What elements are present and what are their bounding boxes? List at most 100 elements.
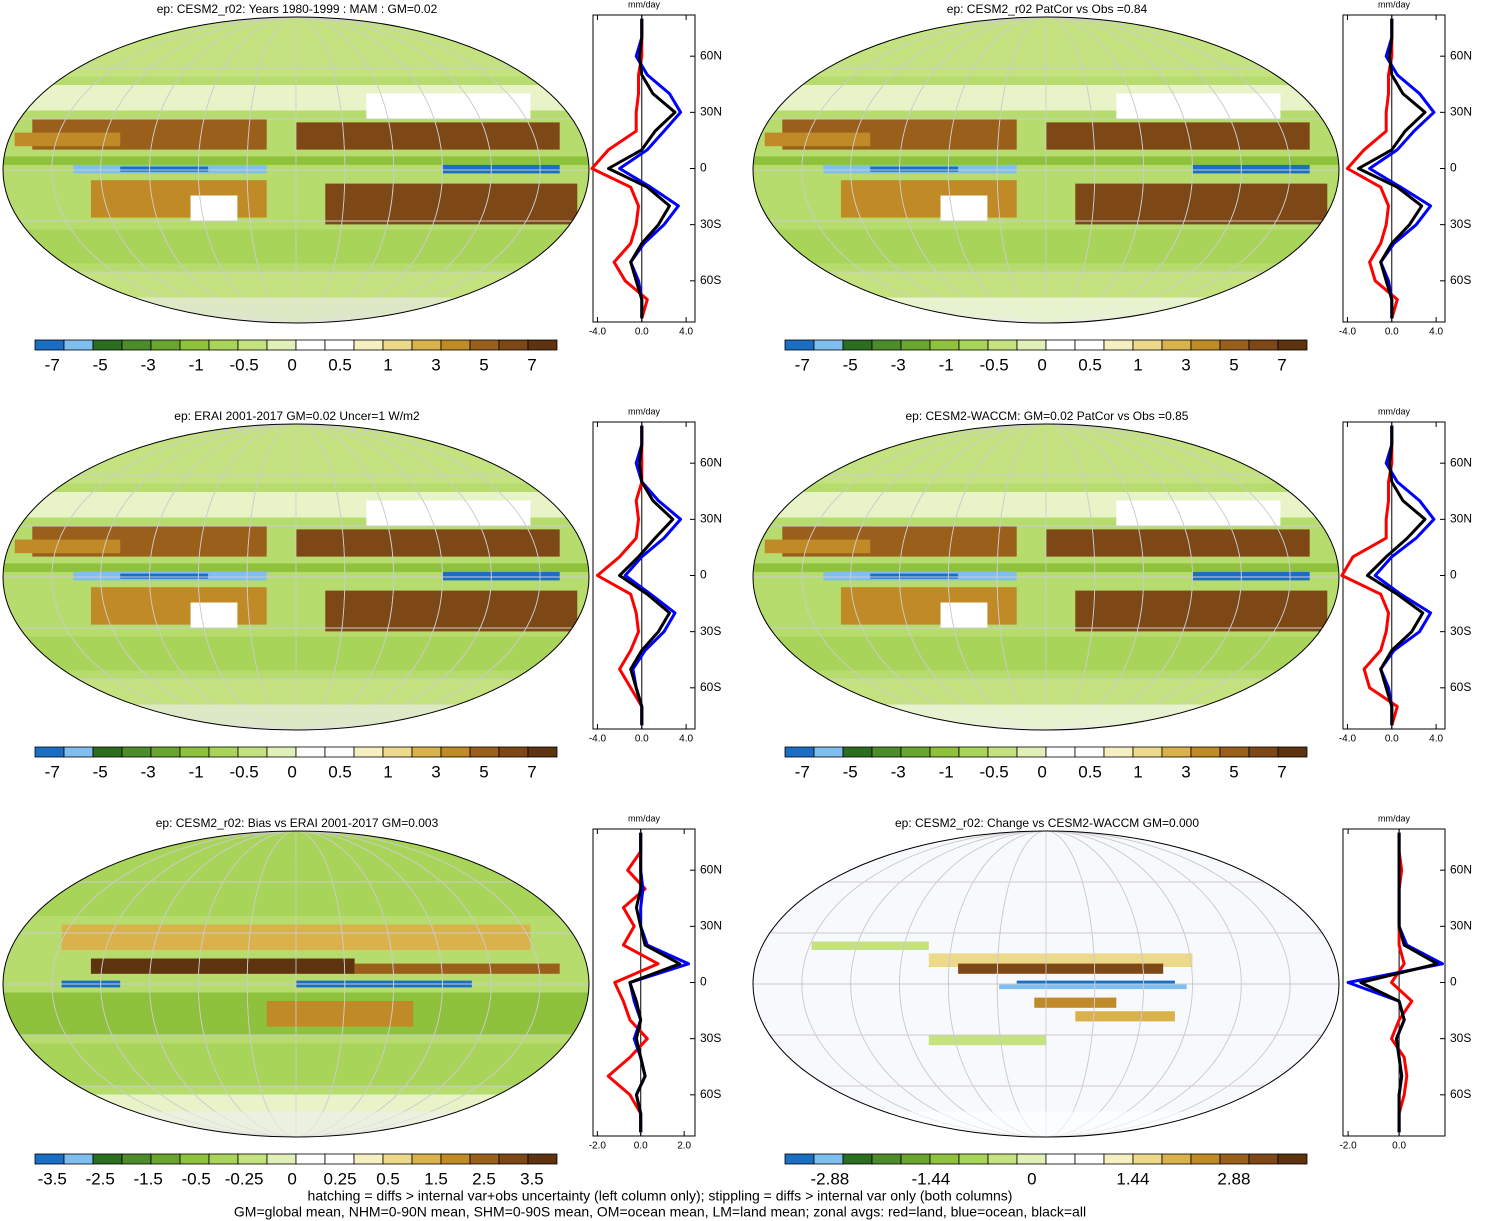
- zonal-line: [607, 18, 677, 319]
- graticule: [850, 424, 1242, 730]
- colorbar-box: [1248, 746, 1279, 758]
- map-field: [840, 180, 1017, 218]
- colorbar-box: [92, 1153, 123, 1165]
- colorbar-label: -1.44: [912, 1169, 951, 1188]
- y-tick-label: 60S: [700, 273, 721, 287]
- colorbar-box: [1074, 339, 1105, 351]
- colorbar-box: [1190, 339, 1221, 351]
- colorbar-box: [353, 746, 384, 758]
- footer-line: GM=global mean, NHM=0-90N mean, SHM=0-90…: [234, 1204, 1086, 1220]
- x-tick-label: 0.0: [635, 734, 649, 745]
- map-field: [1192, 571, 1310, 581]
- map-field: [14, 132, 121, 147]
- colorbar-label: 0: [287, 1169, 296, 1188]
- map-field: [1075, 183, 1328, 225]
- graticule: [149, 424, 443, 730]
- colorbar-box: [92, 339, 123, 351]
- colorbar-box: [92, 746, 123, 758]
- colorbar-box: [382, 746, 413, 758]
- colorbar-box: [266, 746, 297, 758]
- graticule: [246, 831, 346, 1137]
- panel-title: ep: CESM2_r02: Change vs CESM2-WACCM GM=…: [895, 816, 1199, 830]
- map-field: [190, 195, 238, 221]
- unit-label: mm/day: [628, 813, 661, 823]
- colorbar-box: [1190, 746, 1221, 758]
- colorbar-label: -3.5: [38, 1169, 67, 1188]
- x-tick-label: 4.0: [679, 734, 693, 745]
- colorbar-box: [237, 339, 268, 351]
- colorbar-box: [1132, 1153, 1163, 1165]
- graticule: [246, 17, 346, 323]
- colorbar-label: 5: [479, 355, 488, 374]
- colorbar-label: -7: [45, 355, 60, 374]
- colorbar-box: [871, 1153, 902, 1165]
- zonal-line: [618, 425, 675, 726]
- map-field: [366, 500, 531, 526]
- colorbar-box: [295, 339, 326, 351]
- colorbar-box: [266, 339, 297, 351]
- graticule: [996, 17, 1096, 323]
- colorbar-box: [929, 746, 960, 758]
- colorbar-box: [900, 1153, 931, 1165]
- colorbar-label: 7: [527, 762, 536, 781]
- map-field: [940, 602, 988, 628]
- graticule: [197, 831, 395, 1137]
- antarctica: [753, 704, 1339, 730]
- graticule: [899, 424, 1193, 730]
- colorbar-box: [1161, 746, 1192, 758]
- colorbar-box: [1016, 746, 1047, 758]
- colorbar-label: -3: [891, 355, 906, 374]
- map-field: [940, 195, 988, 221]
- map-field: [1116, 93, 1281, 119]
- colorbar-box: [382, 339, 413, 351]
- map-field: [1046, 122, 1310, 150]
- colorbar-box: [1161, 339, 1192, 351]
- graticule: [149, 17, 443, 323]
- colorbar-label: 0: [1037, 355, 1046, 374]
- colorbar-box: [411, 1153, 442, 1165]
- colorbar-label: -0.5: [979, 762, 1008, 781]
- graticule: [149, 831, 443, 1137]
- map-field: [999, 984, 1187, 990]
- colorbar-label: -7: [795, 355, 810, 374]
- colorbar-box: [1248, 1153, 1279, 1165]
- colorbar-box: [1219, 339, 1250, 351]
- x-tick-label: 4.0: [1429, 734, 1443, 745]
- panel-title: ep: CESM2_r02: Years 1980-1999 : MAM : G…: [157, 2, 438, 16]
- colorbar-box: [987, 339, 1018, 351]
- map-field: [266, 1001, 414, 1027]
- colorbar-box: [1103, 339, 1134, 351]
- colorbar-box: [324, 1153, 355, 1165]
- graticule: [51, 17, 541, 323]
- colorbar-label: 2.5: [472, 1169, 496, 1188]
- y-tick-label: 0: [1450, 161, 1457, 175]
- antarctica: [3, 704, 589, 730]
- map-field: [90, 587, 267, 625]
- colorbar-box: [842, 746, 873, 758]
- map-field: [442, 571, 560, 581]
- colorbar-box: [63, 746, 94, 758]
- footer-line: hatching = diffs > internal var+obs unce…: [308, 1188, 1013, 1204]
- colorbar-box: [1016, 1153, 1047, 1165]
- graticule: [197, 424, 395, 730]
- colorbar-label: 1: [383, 355, 392, 374]
- colorbar-box: [784, 1153, 815, 1165]
- colorbar-box: [63, 1153, 94, 1165]
- unit-label: mm/day: [628, 0, 661, 9]
- colorbar-box: [958, 746, 989, 758]
- colorbar-label: -0.5: [181, 1169, 210, 1188]
- colorbar-box: [871, 746, 902, 758]
- graticule: [947, 424, 1145, 730]
- x-tick-label: -2.0: [589, 1141, 607, 1152]
- colorbar-box: [411, 339, 442, 351]
- colorbar-label: -5: [843, 355, 858, 374]
- zonal-line: [1357, 18, 1427, 319]
- colorbar-box: [1103, 1153, 1134, 1165]
- colorbar-label: -1: [939, 762, 954, 781]
- colorbar-label: -0.25: [225, 1169, 264, 1188]
- colorbar-label: 5: [1229, 762, 1238, 781]
- colorbar-box: [324, 746, 355, 758]
- map-outline: [2, 830, 590, 1138]
- map: [3, 17, 589, 323]
- colorbar-box: [813, 339, 844, 351]
